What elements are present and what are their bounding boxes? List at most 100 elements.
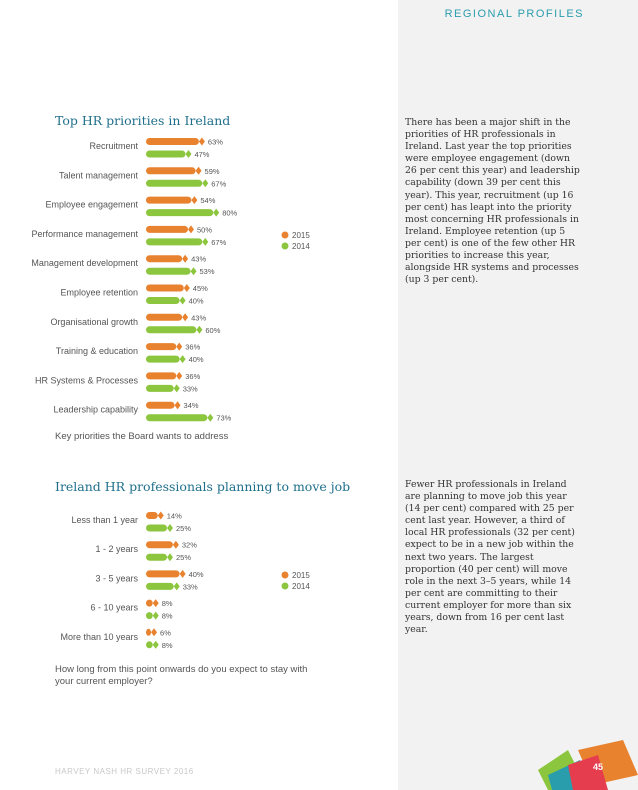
bar-2014 (146, 179, 203, 187)
bar-end-marker (176, 371, 183, 380)
bar-end-marker (213, 208, 220, 217)
value-label: 43% (191, 313, 206, 322)
legend-label-2014: 2014 (292, 242, 310, 251)
category-label: Less than 1 year (71, 515, 138, 525)
bar-2015 (146, 196, 192, 204)
bar-end-marker (167, 524, 173, 532)
category-label: Talent management (59, 170, 139, 180)
bar-2015 (146, 284, 184, 292)
bar-end-marker (190, 267, 197, 276)
bar-end-marker (152, 599, 159, 608)
category-label: 3 - 5 years (95, 573, 138, 583)
value-label: 6% (160, 628, 171, 637)
bar-end-marker (182, 313, 189, 322)
bar-2015 (146, 138, 199, 145)
bar-end-marker (151, 628, 158, 637)
value-label: 50% (197, 225, 212, 234)
bar-end-marker (207, 413, 214, 422)
bar-2015 (146, 225, 188, 233)
bar-2015 (146, 628, 152, 636)
legend-swatch-2015 (281, 571, 289, 579)
bar-2015 (146, 343, 177, 351)
bar-end-marker (191, 196, 198, 205)
value-label: 8% (162, 641, 173, 650)
bar-end-marker (188, 225, 194, 234)
right-text-panel (398, 0, 638, 790)
category-label: Employee engagement (45, 200, 138, 210)
corner-decoration (538, 740, 638, 790)
value-label: 32% (182, 541, 197, 550)
category-label: Management development (31, 258, 138, 268)
value-label: 33% (183, 384, 198, 393)
bar-2015 (146, 167, 196, 175)
value-label: 53% (200, 267, 215, 276)
footer-survey-label: HARVEY NASH HR SURVEY 2016 (55, 767, 194, 776)
bar-2014 (146, 384, 174, 392)
bar-2015 (146, 313, 183, 321)
bar-end-marker (152, 640, 159, 649)
value-label: 54% (200, 196, 215, 205)
value-label: 73% (216, 414, 231, 423)
legend-swatch-2014 (281, 242, 289, 250)
hr-priorities-chart: Recruitment 63% 47% Talent management 59% 67%… (31, 137, 310, 423)
bar-end-marker (202, 179, 209, 188)
value-label: 47% (194, 150, 209, 159)
bar-2014 (146, 355, 180, 363)
bar-2014 (146, 612, 153, 620)
legend-label-2015: 2015 (292, 571, 310, 580)
bar-end-marker (174, 401, 181, 410)
bar-2014 (146, 582, 174, 590)
bar-2015 (146, 541, 173, 549)
bar-end-marker (179, 569, 186, 578)
bar-end-marker (183, 284, 190, 292)
value-label: 25% (176, 553, 191, 562)
bar-end-marker (152, 611, 159, 620)
category-label: 1 - 2 years (95, 544, 138, 554)
value-label: 36% (185, 372, 200, 381)
bar-2014 (146, 297, 180, 304)
bar-end-marker (167, 553, 173, 562)
value-label: 34% (184, 401, 199, 410)
bar-end-marker (198, 137, 205, 146)
value-label: 45% (193, 284, 208, 293)
value-label: 80% (222, 209, 237, 218)
bar-2015 (146, 570, 180, 578)
legend-label-2015: 2015 (292, 231, 310, 240)
bar-end-marker (185, 150, 192, 158)
category-label: HR Systems & Processes (35, 375, 139, 385)
bar-end-marker (172, 540, 179, 549)
bar-2015 (146, 255, 183, 263)
value-label: 60% (205, 326, 220, 335)
bar-2014 (146, 150, 186, 158)
bar-2014 (146, 238, 203, 246)
move-job-chart: Less than 1 year 14% 25% 1 - 2 years 32% 25% 3… (60, 511, 310, 650)
value-label: 33% (183, 582, 198, 591)
value-label: 40% (189, 355, 204, 364)
bar-end-marker (176, 342, 183, 351)
value-label: 8% (162, 599, 173, 608)
value-label: 36% (185, 343, 200, 352)
chart2-caption-line-2: your current employer? (55, 676, 153, 687)
legend-label-2014: 2014 (292, 582, 310, 591)
bar-end-marker (202, 237, 209, 246)
bar-end-marker (196, 325, 203, 334)
bar-2014 (146, 209, 214, 217)
value-label: 63% (208, 138, 223, 147)
bar-2015 (146, 401, 175, 409)
category-label: Performance management (31, 229, 138, 239)
chart1-title: Top HR priorities in Ireland (55, 113, 231, 128)
bar-end-marker (157, 511, 164, 520)
category-label: 6 - 10 years (90, 603, 138, 613)
bar-end-marker (179, 296, 186, 305)
value-label: 40% (189, 297, 204, 306)
decor-shape-red (568, 755, 608, 790)
bar-2014 (146, 524, 167, 532)
category-label: Recruitment (89, 141, 138, 151)
category-label: Organisational growth (50, 317, 138, 327)
value-label: 25% (176, 524, 191, 533)
bar-end-marker (182, 254, 189, 263)
section-header: REGIONAL PROFILES (444, 8, 584, 20)
bar-2015 (146, 512, 158, 519)
legend-swatch-2015 (281, 231, 289, 239)
category-label: Training & education (56, 346, 138, 356)
